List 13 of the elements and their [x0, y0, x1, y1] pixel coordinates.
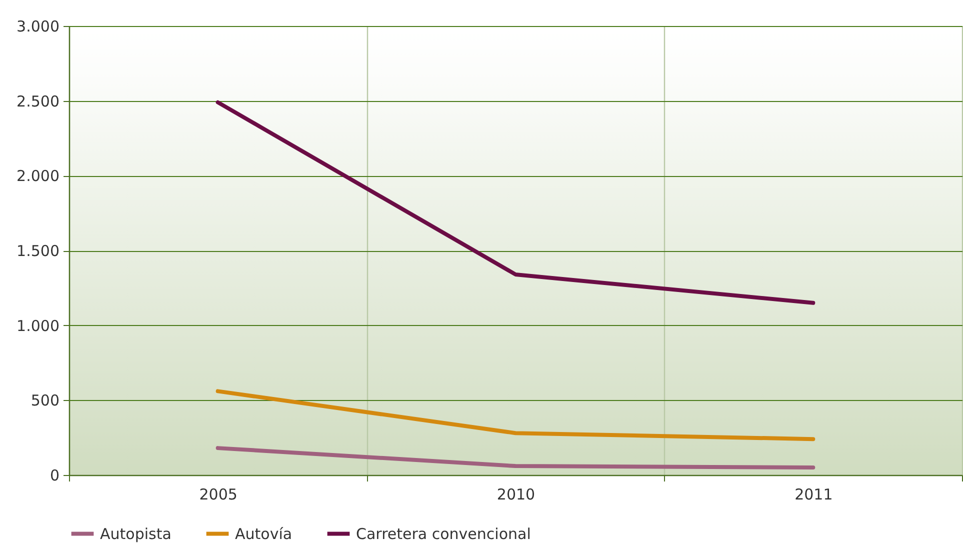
legend-label: Autopista	[100, 524, 172, 543]
legend-label: Autovía	[235, 524, 292, 543]
x-tick-label: 2010	[496, 486, 536, 504]
y-tick-label: 0	[50, 466, 60, 484]
x-tick-label: 2011	[794, 486, 833, 504]
x-tick-label: 2005	[199, 486, 238, 504]
y-tick-label: 3.000	[16, 18, 60, 36]
legend-label: Carretera convencional	[356, 524, 531, 543]
y-tick-label: 2.500	[16, 92, 60, 110]
y-tick-label: 2.000	[16, 167, 60, 186]
y-tick-label: 1.000	[16, 316, 60, 335]
y-tick-label: 1.500	[16, 242, 60, 260]
y-tick-label: 500	[30, 392, 60, 410]
